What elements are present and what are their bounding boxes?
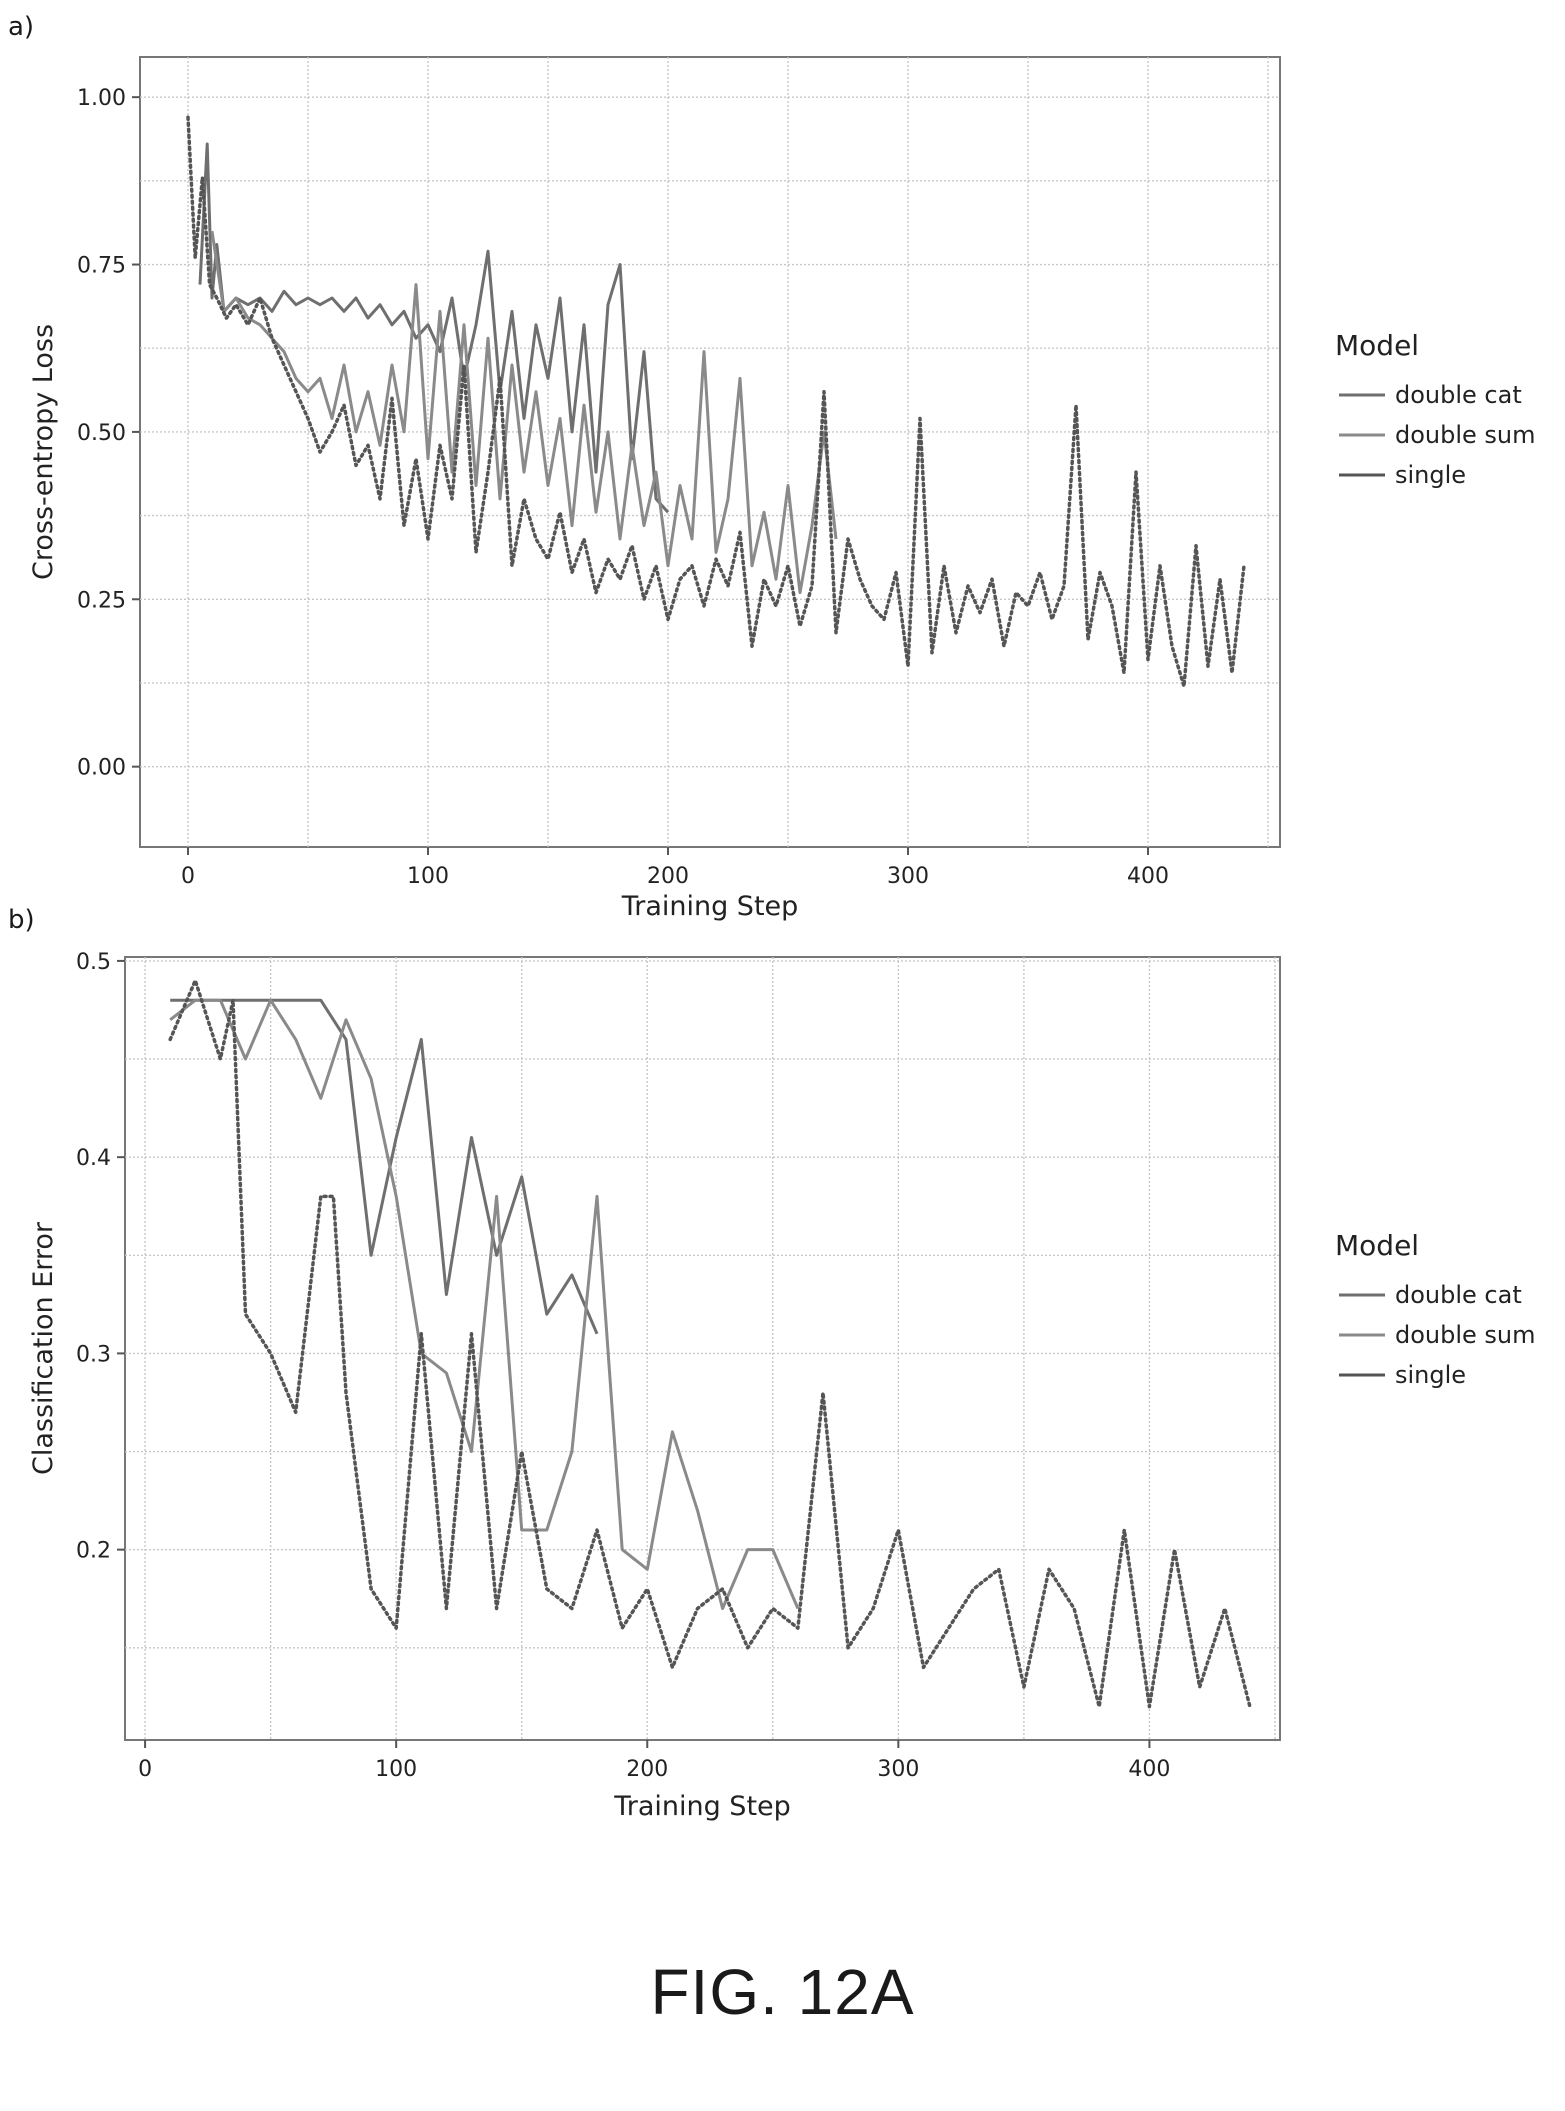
legend-label-single: single	[1395, 1361, 1466, 1389]
x-tick-label: 200	[626, 1757, 668, 1782]
y-tick-label: 1.00	[77, 86, 126, 111]
legend: Model double cat double sum single	[1335, 329, 1536, 489]
x-tick-label: 200	[647, 864, 689, 889]
series-line-double-sum	[169, 998, 800, 1610]
panel-label-b: b)	[8, 905, 35, 935]
x-tick-label: 100	[375, 1757, 417, 1782]
x-tick-label: 300	[887, 864, 929, 889]
y-axis-title: Classification Error	[28, 1221, 59, 1475]
x-tick-label: 400	[1128, 1757, 1170, 1782]
series-line-single	[186, 115, 1246, 689]
y-tick-label: 0.00	[77, 756, 126, 781]
y-tick-label: 0.4	[76, 1146, 111, 1171]
y-tick-label: 0.75	[77, 254, 126, 279]
legend-title: Model	[1335, 329, 1419, 362]
series-line-double-sum	[210, 230, 838, 595]
y-tick-label: 0.2	[76, 1539, 111, 1564]
chart-b: 0 100 200 300 400 0.2 0.3 0.4 0.5 Training Step Cl…	[28, 950, 1536, 1822]
legend-label-double-cat: double cat	[1395, 381, 1522, 409]
x-tick-label: 0	[138, 1757, 152, 1782]
panel-label-a: a)	[8, 12, 35, 42]
legend-label-single: single	[1395, 461, 1466, 489]
x-tick-label: 400	[1127, 864, 1169, 889]
x-tick-label: 300	[877, 1757, 919, 1782]
legend: Model double cat double sum single	[1335, 1229, 1536, 1389]
series-line-double-cat	[170, 998, 599, 1335]
series-line-single	[168, 978, 1252, 1709]
legend-title: Model	[1335, 1229, 1419, 1262]
chart-a: 0 100 200 300 400 0.00 0.25 0.50 0.75 1.00 Trainin…	[28, 56, 1536, 922]
plot-frame	[124, 956, 1281, 1741]
figure-caption: FIG. 12A	[650, 1956, 915, 2028]
legend-label-double-sum: double sum	[1395, 1321, 1536, 1349]
x-axis-title: Training Step	[613, 1791, 791, 1822]
y-tick-label: 0.5	[76, 950, 111, 975]
y-tick-label: 0.50	[77, 421, 126, 446]
x-tick-label: 0	[181, 864, 195, 889]
legend-label-double-cat: double cat	[1395, 1281, 1522, 1309]
legend-label-double-sum: double sum	[1395, 421, 1536, 449]
y-tick-label: 0.3	[76, 1342, 111, 1367]
x-axis-title: Training Step	[621, 891, 799, 922]
y-tick-label: 0.25	[77, 588, 126, 613]
x-tick-label: 100	[407, 864, 449, 889]
y-axis-title: Cross-entropy Loss	[28, 324, 59, 580]
